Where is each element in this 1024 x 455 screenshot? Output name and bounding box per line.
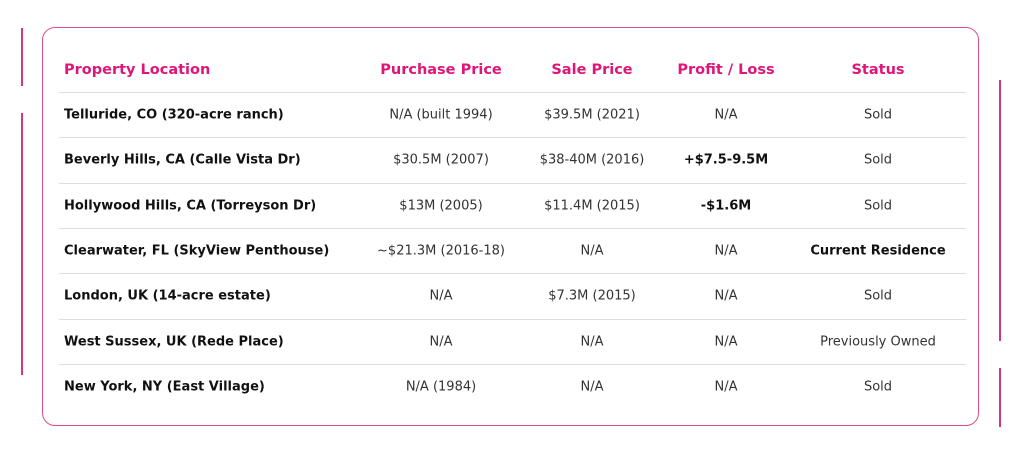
- cell-status: Sold: [863, 152, 893, 168]
- row-divider: [59, 92, 966, 93]
- cell-status: Sold: [863, 288, 893, 304]
- cell-location: London, UK (14-acre estate): [64, 288, 271, 304]
- cell-profit-loss: N/A: [714, 243, 738, 259]
- header-profit-loss: Profit / Loss: [677, 62, 775, 78]
- decorative-line: [999, 80, 1001, 341]
- row-divider: [59, 363, 966, 365]
- cell-location: West Sussex, UK (Rede Place): [64, 334, 284, 349]
- cell-sale-price: $38-40M (2016): [539, 152, 645, 168]
- property-table-card: [42, 27, 979, 426]
- cell-purchase-price: $13M (2005): [399, 198, 483, 214]
- row-divider: [59, 182, 966, 184]
- decorative-line: [21, 113, 23, 375]
- cell-sale-price: N/A: [580, 243, 604, 259]
- cell-location: Hollywood Hills, CA (Torreyson Dr): [64, 198, 317, 214]
- row-divider: [59, 318, 966, 320]
- cell-purchase-price: N/A (1984): [405, 379, 477, 395]
- cell-sale-price: N/A: [580, 334, 604, 349]
- cell-purchase-price: ~$21.3M (2016-18): [377, 243, 505, 259]
- cell-status: Sold: [863, 107, 893, 123]
- header-purchase-price: Purchase Price: [380, 62, 502, 78]
- decorative-line: [999, 368, 1001, 427]
- cell-location: Clearwater, FL (SkyView Penthouse): [64, 243, 330, 259]
- cell-sale-price: $7.3M (2015): [548, 288, 636, 304]
- header-status: Status: [851, 62, 905, 78]
- cell-purchase-price: N/A: [429, 334, 453, 349]
- cell-profit-loss: N/A: [714, 107, 738, 123]
- header-location: Property Location: [64, 62, 211, 78]
- cell-profit-loss: N/A: [714, 288, 738, 304]
- cell-sale-price: N/A: [580, 379, 604, 395]
- cell-status: Current Residence: [810, 243, 946, 259]
- cell-purchase-price: $30.5M (2007): [393, 152, 489, 168]
- cell-location: New York, NY (East Village): [64, 379, 265, 395]
- row-divider: [59, 273, 966, 275]
- decorative-line: [21, 28, 23, 86]
- cell-profit-loss: -$1.6M: [700, 198, 752, 214]
- cell-profit-loss: N/A: [714, 379, 738, 395]
- cell-purchase-price: N/A: [429, 288, 453, 304]
- cell-profit-loss: +$7.5-9.5M: [683, 152, 769, 168]
- cell-status: Sold: [863, 198, 893, 214]
- cell-purchase-price: N/A (built 1994): [389, 107, 493, 123]
- header-sale-price: Sale Price: [551, 62, 633, 78]
- cell-status: Sold: [863, 379, 893, 395]
- cell-location: Beverly Hills, CA (Calle Vista Dr): [64, 152, 301, 168]
- cell-location: Telluride, CO (320-acre ranch): [64, 107, 284, 123]
- cell-sale-price: $11.4M (2015): [544, 198, 640, 214]
- cell-status: Previously Owned: [820, 334, 936, 349]
- cell-profit-loss: N/A: [714, 334, 738, 349]
- row-divider: [59, 227, 966, 229]
- row-divider: [59, 137, 966, 139]
- cell-sale-price: $39.5M (2021): [544, 107, 640, 123]
